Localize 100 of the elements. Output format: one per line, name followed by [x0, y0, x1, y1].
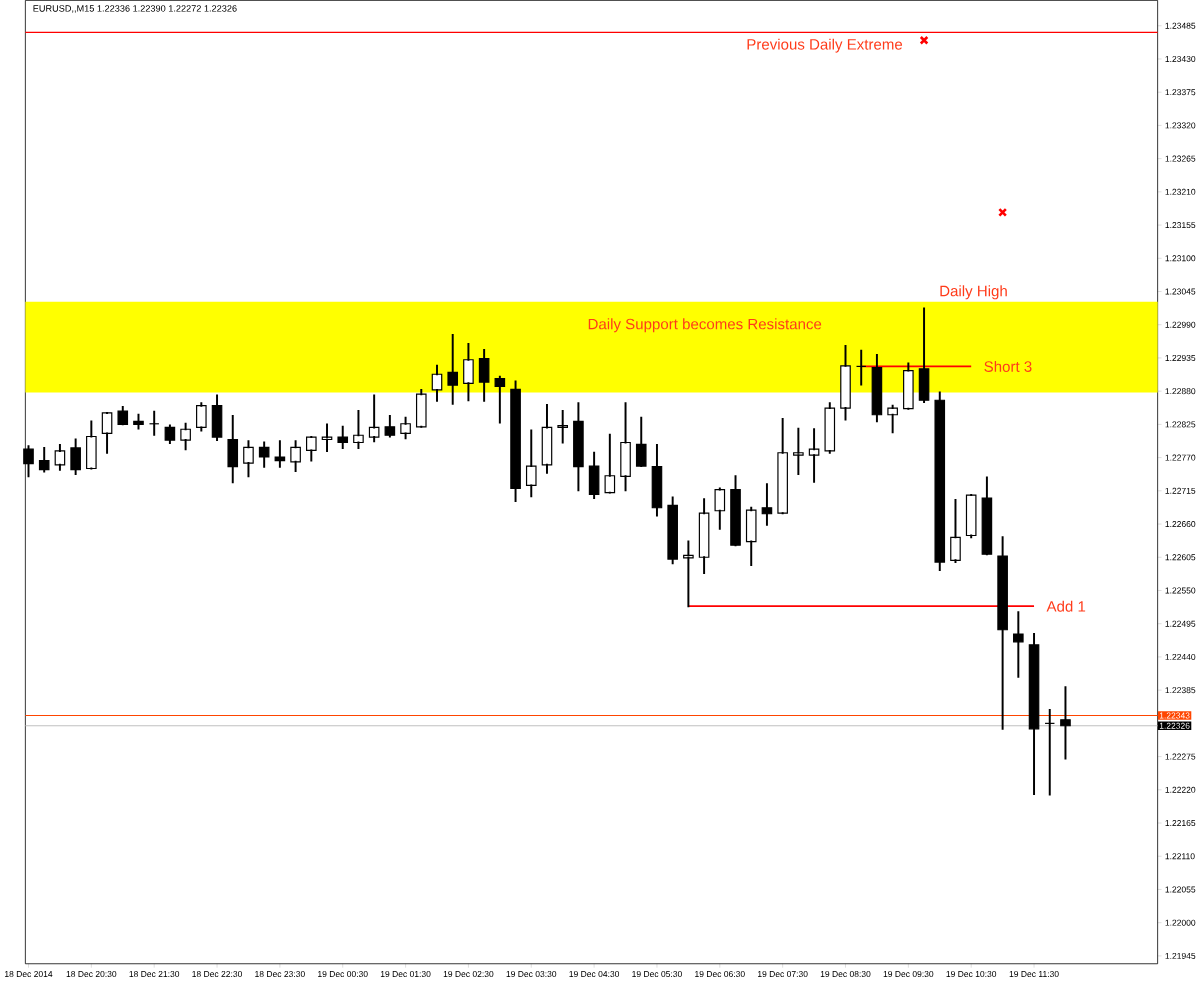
- y-tick-label: 1.22110: [1165, 853, 1195, 860]
- candlestick: [117, 405, 129, 425]
- candlestick: [557, 409, 568, 444]
- candlestick: [997, 536, 1008, 730]
- y-tick-label: 1.22165: [1165, 819, 1196, 826]
- y-tick-label: 1.23485: [1165, 22, 1196, 29]
- candlestick: [1028, 632, 1040, 795]
- candlestick: [70, 438, 81, 475]
- y-tick-label: 1.22935: [1165, 354, 1196, 361]
- candlestick: [541, 403, 553, 474]
- candlestick: [934, 391, 946, 571]
- candlestick: [730, 475, 741, 546]
- candlestick: [258, 441, 270, 468]
- y-tick-label: 1.23430: [1165, 55, 1196, 62]
- y-tick-label: 1.22550: [1165, 587, 1196, 594]
- candlestick: [180, 422, 191, 450]
- x-tick-label: 19 Dec 02:30: [443, 970, 494, 977]
- x-tick-label: 19 Dec 04:30: [569, 970, 620, 977]
- candlestick: [918, 307, 930, 403]
- ref-line-label: 1.22326: [1159, 722, 1190, 729]
- x-tick-label: 19 Dec 08:30: [820, 970, 871, 977]
- x-tick-label: 19 Dec 01:30: [380, 970, 431, 977]
- candlestick: [620, 402, 631, 492]
- candlestick: [164, 424, 176, 444]
- candlestick: [368, 394, 380, 443]
- y-tick-label: 1.23320: [1165, 122, 1196, 129]
- candlestick: [981, 476, 993, 555]
- candlestick: [903, 362, 914, 410]
- x-tick-label: 19 Dec 00:30: [318, 970, 368, 977]
- candlestick: [478, 348, 490, 402]
- y-tick-label: 1.22770: [1165, 454, 1196, 461]
- candlestick: [604, 433, 616, 494]
- x-tick-label: 18 Dec 21:30: [129, 970, 180, 977]
- candlestick: [38, 446, 50, 473]
- candlestick: [510, 380, 521, 502]
- band-label: Daily Support becomes Resistance: [588, 318, 822, 333]
- y-tick-label: 1.22990: [1165, 321, 1196, 328]
- candlestick: [384, 414, 396, 436]
- x-tick-label: 19 Dec 06:30: [695, 970, 745, 977]
- candlestick: [573, 402, 584, 492]
- candlestick: [400, 416, 411, 440]
- x-tick-label: 18 Dec 20:30: [66, 970, 117, 977]
- y-tick-label: 1.22275: [1165, 753, 1196, 760]
- x-tick-label: 19 Dec 07:30: [758, 970, 808, 977]
- y-tick-label: 1.22715: [1165, 487, 1196, 494]
- x-tick-label: 18 Dec 2014: [5, 970, 53, 977]
- y-tick-label: 1.23045: [1165, 288, 1196, 295]
- candlestick: [243, 440, 254, 478]
- candlestick: [321, 423, 333, 452]
- candlestick: [337, 425, 349, 449]
- y-tick-label: 1.23210: [1165, 188, 1196, 195]
- y-tick-label: 1.22880: [1165, 387, 1196, 394]
- x-tick-label: 18 Dec 22:30: [192, 970, 242, 977]
- x-tick-label: 18 Dec 23:30: [255, 970, 305, 977]
- candlestick: [290, 440, 301, 472]
- candlestick: [447, 333, 459, 405]
- candlestick: [824, 402, 836, 454]
- candlestick: [227, 414, 239, 484]
- candlestick: [667, 496, 678, 565]
- candlestick: [525, 429, 537, 498]
- annotation: Previous Daily Extreme: [747, 38, 903, 53]
- candlestick: [86, 420, 97, 469]
- candlestick: [588, 451, 600, 499]
- y-tick-label: 1.22055: [1165, 886, 1196, 893]
- y-tick-label: 1.22660: [1165, 520, 1196, 527]
- candlestick: [1013, 611, 1024, 678]
- candlestick: [306, 436, 317, 462]
- candlestick: [415, 388, 427, 428]
- candlestick: [211, 394, 223, 441]
- candlestick: [431, 364, 443, 402]
- candlestick: [871, 353, 883, 423]
- candlestick: [777, 417, 788, 514]
- y-tick-label: 1.22605: [1165, 554, 1196, 561]
- candlestick: [714, 488, 726, 530]
- x-tick-label: 19 Dec 09:30: [883, 970, 934, 977]
- x-tick-label: 19 Dec 10:30: [946, 970, 997, 977]
- y-tick-label: 1.22000: [1165, 919, 1196, 926]
- x-tick-label: 19 Dec 11:30: [1009, 970, 1059, 977]
- candlestick: [840, 344, 851, 421]
- y-tick-label: 1.23100: [1165, 255, 1196, 262]
- candlestick: [793, 427, 804, 475]
- x-tick-label: 19 Dec 05:30: [632, 970, 682, 977]
- candlestick: [494, 375, 506, 424]
- candlestick: [683, 540, 694, 607]
- candlestick: [101, 412, 113, 454]
- candlestick: [635, 416, 647, 467]
- candlestick: [651, 443, 663, 517]
- candlestick: [745, 506, 757, 566]
- annotation: Add 1: [1046, 600, 1086, 612]
- candlestick: [196, 402, 207, 432]
- y-tick-label: 1.23155: [1165, 221, 1196, 228]
- candlestick: [463, 342, 474, 402]
- y-tick-label: 1.21945: [1165, 952, 1196, 959]
- y-tick-label: 1.22220: [1165, 786, 1196, 793]
- chart-title: EURUSD,,M15 1.22336 1.22390 1.22272 1.22326: [33, 5, 237, 13]
- annotation: Daily High: [940, 285, 1007, 300]
- y-tick-label: 1.22495: [1165, 620, 1196, 627]
- candlestick: [887, 404, 898, 434]
- candlestick: [965, 494, 977, 539]
- y-tick-label: 1.22385: [1165, 686, 1196, 693]
